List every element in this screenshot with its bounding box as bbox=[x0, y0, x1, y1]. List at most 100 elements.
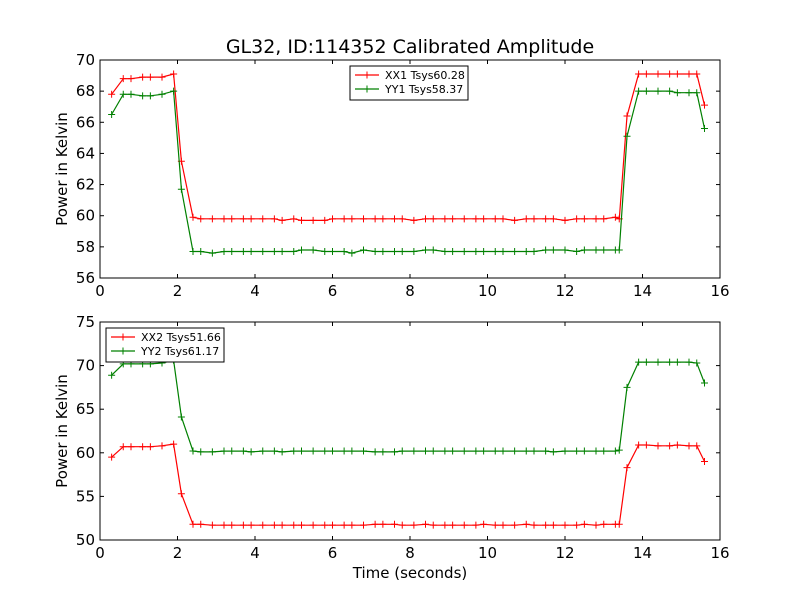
data-point bbox=[239, 447, 247, 455]
data-point bbox=[600, 246, 608, 254]
data-point bbox=[379, 215, 387, 223]
data-point bbox=[146, 92, 154, 100]
data-point bbox=[561, 246, 569, 254]
data-point bbox=[290, 215, 298, 223]
data-point bbox=[158, 73, 166, 81]
data-point bbox=[580, 520, 588, 528]
data-point bbox=[228, 215, 236, 223]
data-point bbox=[623, 464, 631, 472]
data-point bbox=[592, 521, 600, 529]
data-point bbox=[329, 447, 336, 455]
data-point bbox=[472, 248, 480, 256]
data-point bbox=[511, 248, 519, 256]
data-point bbox=[530, 521, 538, 529]
data-point bbox=[239, 248, 247, 256]
y-tick-label: 56 bbox=[76, 269, 95, 287]
data-point bbox=[530, 215, 538, 223]
data-point bbox=[220, 215, 228, 223]
data-point bbox=[228, 248, 236, 256]
data-point bbox=[600, 215, 608, 223]
data-point bbox=[348, 521, 356, 529]
data-point bbox=[666, 87, 674, 95]
data-point bbox=[189, 248, 197, 256]
x-tick-label: 16 bbox=[710, 282, 729, 300]
data-point bbox=[580, 447, 588, 455]
data-point bbox=[371, 448, 379, 456]
data-point bbox=[600, 520, 608, 528]
data-point bbox=[635, 441, 643, 449]
x-tick-label: 12 bbox=[555, 544, 574, 562]
data-point bbox=[422, 246, 429, 254]
series-1 bbox=[108, 70, 708, 224]
x-axis-label: Time (seconds) bbox=[352, 564, 468, 582]
data-point bbox=[460, 215, 468, 223]
data-point bbox=[642, 441, 650, 449]
x-tick-label: 10 bbox=[478, 282, 497, 300]
data-point bbox=[580, 215, 588, 223]
data-point bbox=[108, 90, 116, 98]
data-point bbox=[623, 132, 631, 140]
x-tick-label: 4 bbox=[250, 544, 260, 562]
data-point bbox=[491, 447, 499, 455]
data-point bbox=[391, 448, 398, 456]
data-point bbox=[685, 70, 693, 78]
data-point bbox=[298, 216, 305, 224]
data-point bbox=[693, 442, 701, 450]
data-point bbox=[522, 447, 530, 455]
data-point bbox=[270, 248, 278, 256]
data-point bbox=[673, 70, 681, 78]
x-tick-label: 16 bbox=[710, 544, 729, 562]
data-point bbox=[615, 520, 623, 528]
data-point bbox=[460, 248, 468, 256]
data-point bbox=[410, 216, 418, 224]
data-point bbox=[398, 248, 406, 256]
data-point bbox=[189, 213, 197, 221]
data-point bbox=[561, 216, 569, 224]
data-point bbox=[429, 215, 437, 223]
data-point bbox=[220, 521, 228, 529]
data-point bbox=[270, 521, 278, 529]
data-point bbox=[611, 447, 619, 455]
data-point bbox=[693, 89, 701, 97]
x-tick-label: 6 bbox=[328, 544, 338, 562]
data-point bbox=[371, 248, 379, 256]
y-tick-label: 58 bbox=[76, 238, 95, 256]
data-point bbox=[635, 70, 643, 78]
data-point bbox=[693, 70, 701, 78]
data-point bbox=[542, 447, 550, 455]
data-point bbox=[228, 447, 236, 455]
data-point bbox=[371, 520, 379, 528]
data-point bbox=[197, 215, 205, 223]
data-point bbox=[348, 447, 356, 455]
data-point bbox=[673, 358, 681, 366]
data-point bbox=[270, 215, 278, 223]
y-axis-label: Power in Kelvin bbox=[53, 112, 71, 226]
series-2 bbox=[108, 87, 708, 257]
data-point bbox=[499, 521, 507, 529]
data-point bbox=[379, 448, 387, 456]
data-point bbox=[549, 215, 557, 223]
data-point bbox=[239, 521, 247, 529]
data-point bbox=[701, 101, 708, 109]
x-tick-label: 0 bbox=[95, 282, 105, 300]
data-point bbox=[542, 521, 550, 529]
data-point bbox=[139, 92, 147, 100]
data-point bbox=[158, 442, 166, 450]
y-tick-label: 55 bbox=[76, 487, 95, 505]
data-point bbox=[321, 521, 329, 529]
data-point bbox=[693, 359, 701, 367]
x-tick-label: 8 bbox=[405, 282, 415, 300]
data-point bbox=[701, 379, 708, 387]
data-point bbox=[685, 89, 693, 97]
data-point bbox=[449, 248, 457, 256]
data-point bbox=[491, 215, 499, 223]
data-point bbox=[220, 447, 228, 455]
subplot-2: 0 2 4 6 8 10 12 14 16 50 55 60 65 70 75 Power in Kelvin… bbox=[53, 313, 730, 562]
data-point bbox=[348, 215, 356, 223]
data-point bbox=[108, 371, 116, 379]
data-point bbox=[573, 215, 581, 223]
legend-entry-label: YY2 Tsys61.17 bbox=[140, 345, 219, 358]
